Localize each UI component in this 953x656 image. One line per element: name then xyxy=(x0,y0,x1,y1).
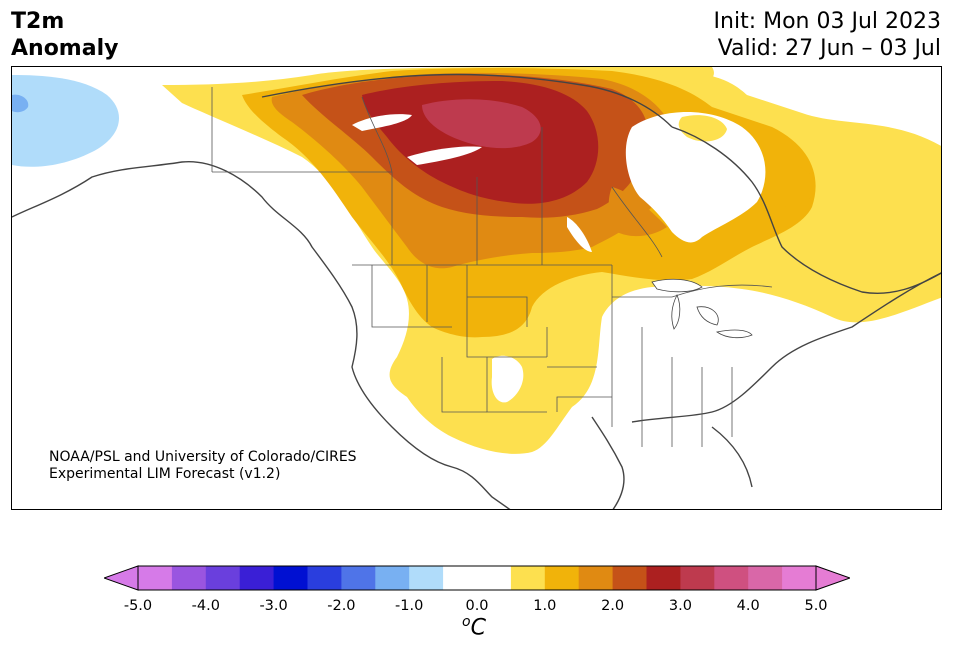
lake-winnipeg xyxy=(567,217,592,252)
colorbar-cell xyxy=(307,566,342,590)
great-bear-lake xyxy=(407,146,482,165)
map-title: T2m Anomaly xyxy=(11,8,118,62)
colorbar-cell xyxy=(171,566,207,590)
colorbar-tick-label: 1.0 xyxy=(533,598,557,614)
warm-region-rose xyxy=(422,99,541,149)
arctic-water xyxy=(692,67,941,119)
alaska-cooler-spot xyxy=(12,94,29,113)
colorbar-extend-high xyxy=(815,565,850,591)
colorbar-unit: oC xyxy=(462,614,486,640)
colorbar-cell xyxy=(273,566,308,590)
colorbar-cell xyxy=(510,566,546,590)
title-line-1: T2m xyxy=(11,9,65,34)
colorbar-cell xyxy=(578,566,614,590)
colorbar-cell xyxy=(680,566,715,590)
colorbar-cell xyxy=(443,566,478,590)
political-borders xyxy=(211,87,773,447)
colorbar-cell xyxy=(714,566,749,590)
colorbar-cell xyxy=(748,566,783,590)
coastlines xyxy=(12,73,941,509)
credit-text: NOAA/PSL and University of Colorado/CIRE… xyxy=(49,449,357,483)
great-slave-lake xyxy=(352,114,412,131)
colorbar-extend-low xyxy=(104,565,139,591)
colorbar-cell xyxy=(544,566,580,590)
colorbar xyxy=(104,565,850,591)
unit-degree: o xyxy=(462,614,471,630)
colorbar-tick-label: 4.0 xyxy=(736,598,760,614)
colorbar-cell xyxy=(341,566,376,590)
alaska-cool-region xyxy=(12,75,119,167)
colorbar-tick-label: 3.0 xyxy=(668,598,692,614)
hudson-bay xyxy=(625,112,766,243)
title-line-2: Anomaly xyxy=(11,36,119,61)
map-svg xyxy=(12,67,941,509)
credit-line-1: NOAA/PSL and University of Colorado/CIRE… xyxy=(49,449,357,465)
colorbar-cell xyxy=(477,566,512,590)
colorbar-cell xyxy=(375,566,410,590)
colorbar-tick-label: -5.0 xyxy=(123,598,153,614)
colorbar-tick-label: -1.0 xyxy=(395,598,424,614)
colorbar-tick-labels: -5.0 -4.0 -3.0 -2.0 -1.0 0.0 1.0 2.0 3.0 4.0 5.0 xyxy=(0,598,953,618)
colorbar-tick-label: -3.0 xyxy=(259,598,288,614)
valid-range: Valid: 27 Jun – 03 Jul xyxy=(717,36,941,61)
hudson-bay-orange-edge xyxy=(608,187,667,237)
unit-letter: C xyxy=(470,615,486,641)
init-date: Init: Mon 03 Jul 2023 xyxy=(713,9,941,34)
colorbar-outline xyxy=(137,565,817,591)
colorbar-tick-label: -4.0 xyxy=(191,598,220,614)
colorbar-tick-label: 5.0 xyxy=(804,598,828,614)
great-lakes xyxy=(651,278,753,339)
colorbar-cell xyxy=(646,566,681,590)
colorbar-cell xyxy=(409,566,444,590)
credit-line-2: Experimental LIM Forecast (v1.2) xyxy=(49,466,281,482)
east-canada-gold xyxy=(751,161,816,207)
colorbar-tick-label: -2.0 xyxy=(327,598,356,614)
arctic-island-1 xyxy=(652,67,714,84)
colorbar-cell xyxy=(612,566,647,590)
colorbar-cells xyxy=(138,566,817,590)
colorbar-cell xyxy=(138,566,173,590)
southwest-cool-pocket xyxy=(491,355,524,403)
forecast-dates: Init: Mon 03 Jul 2023 Valid: 27 Jun – 03… xyxy=(714,8,941,62)
colorbar-cell xyxy=(782,566,817,590)
anomaly-map xyxy=(11,66,942,510)
colorbar-tick-label: 2.0 xyxy=(601,598,625,614)
colorbar-cell xyxy=(239,566,275,590)
colorbar-tick-label: 0.0 xyxy=(465,598,489,614)
colorbar-cell xyxy=(205,566,241,590)
